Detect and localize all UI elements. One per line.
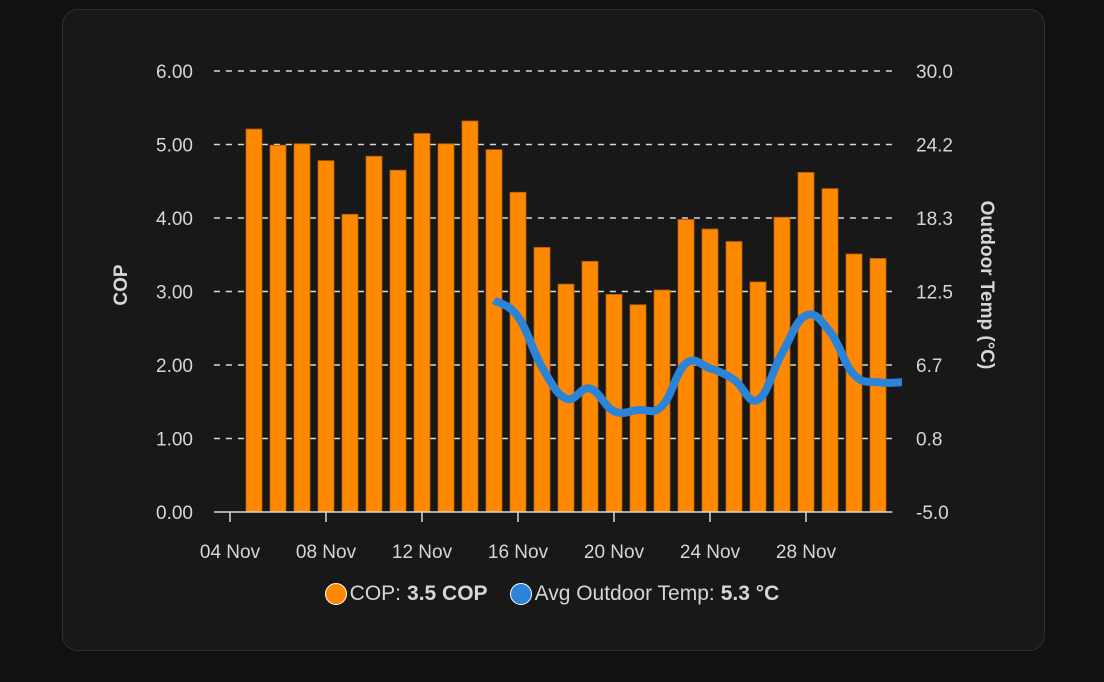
x-tick-label: 08 Nov: [296, 542, 357, 563]
cop-bar[interactable]: [437, 143, 455, 513]
cop-bar[interactable]: [341, 213, 359, 513]
legend-value-cop: 3.5 COP: [407, 582, 488, 605]
y-tick-label-left: 6.00: [156, 62, 193, 83]
x-tick-label: 12 Nov: [392, 542, 453, 563]
y-tick-label-left: 3.00: [156, 283, 193, 304]
y-tick-label-right: 24.2: [916, 136, 953, 157]
legend-item-cop[interactable]: COP: 3.5 COP: [324, 582, 488, 606]
cop-bar[interactable]: [269, 144, 287, 513]
tick-labels: 0.00 -5.0 1.00 0.8 2.00 6.7 3.00 12.5 4.00 18.3 5.…: [156, 62, 953, 563]
cop-bar[interactable]: [245, 128, 263, 513]
legend-value-temp: 5.3 °C: [720, 582, 780, 605]
cop-bar[interactable]: [365, 155, 383, 513]
legend: COP: 3.5 COP Avg Outdoor Temp: 5.3 °C: [0, 582, 1104, 606]
y-axis-title-right: Outdoor Temp (°C): [976, 201, 997, 370]
cop-bars: [245, 120, 887, 513]
y-tick-label-left: 5.00: [156, 136, 193, 157]
x-tick-label: 04 Nov: [200, 542, 261, 563]
x-tick-label: 16 Nov: [488, 542, 549, 563]
temp-line-series: [491, 296, 903, 417]
cop-bar[interactable]: [293, 143, 311, 513]
y-tick-label-right: 0.8: [916, 430, 942, 451]
cop-bar[interactable]: [413, 133, 431, 513]
y-tick-label-left: 1.00: [156, 430, 193, 451]
cop-bar[interactable]: [461, 120, 479, 513]
y-tick-label-right: 12.5: [916, 283, 953, 304]
cop-bar[interactable]: [821, 188, 839, 513]
x-axis: [213, 511, 893, 522]
y-tick-label-left: 0.00: [156, 503, 193, 524]
cop-bar[interactable]: [317, 160, 335, 513]
cop-bar[interactable]: [509, 191, 527, 513]
legend-item-temp[interactable]: Avg Outdoor Temp: 5.3 °C: [509, 582, 780, 606]
x-tick-label: 20 Nov: [584, 542, 645, 563]
cop-bar[interactable]: [389, 169, 407, 513]
y-tick-label-right: 6.7: [916, 356, 942, 377]
cop-legend-swatch-icon: [324, 583, 347, 605]
y-tick-label-right: 18.3: [916, 209, 953, 230]
y-tick-label-left: 2.00: [156, 356, 193, 377]
temp-line[interactable]: [491, 296, 903, 417]
x-tick-label: 28 Nov: [776, 542, 837, 563]
legend-label-temp: Avg Outdoor Temp:: [534, 582, 715, 605]
cop-bar[interactable]: [797, 172, 815, 513]
x-tick-label: 24 Nov: [680, 542, 741, 563]
cop-bar[interactable]: [485, 149, 503, 513]
y-tick-label-left: 4.00: [156, 209, 193, 230]
legend-label-cop: COP:: [349, 582, 402, 605]
y-axis-title-left: COP: [111, 264, 132, 306]
y-tick-label-right: -5.0: [916, 503, 949, 524]
y-tick-label-right: 30.0: [916, 62, 953, 83]
temp-legend-swatch-icon: [509, 583, 532, 605]
